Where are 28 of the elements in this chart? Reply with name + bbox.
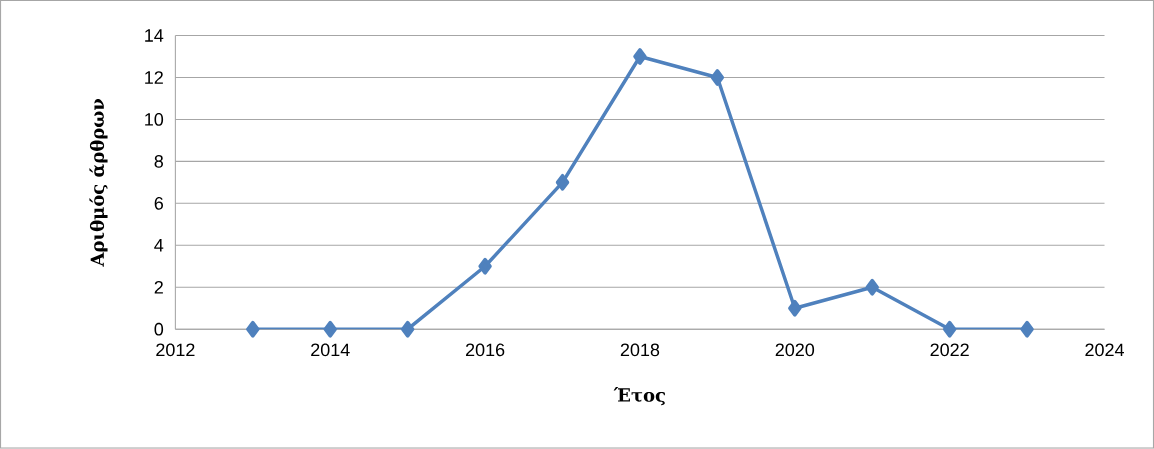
y-tick-label: 14	[145, 29, 164, 42]
y-tick-label: 4	[154, 239, 164, 252]
point	[710, 69, 725, 87]
point	[400, 321, 415, 338]
x-tick-label: 2022	[930, 343, 969, 357]
point	[478, 258, 492, 275]
y-tick-label: 2	[154, 281, 163, 294]
point	[788, 300, 802, 317]
point	[555, 174, 570, 191]
x-tick-label: 2024	[1085, 343, 1124, 357]
point	[865, 279, 879, 296]
point	[633, 48, 647, 66]
point	[246, 321, 260, 338]
y-tick-label: 12	[145, 71, 163, 84]
x-tick-label: 2018	[620, 343, 660, 357]
x-axis-title: Έτος	[613, 387, 665, 406]
x-tick-label: 2016	[465, 343, 505, 357]
y-tick-label: 10	[145, 113, 164, 126]
point	[1020, 321, 1034, 338]
point	[942, 321, 957, 338]
point	[323, 321, 337, 338]
x-tick-label: 2020	[775, 343, 815, 357]
y-axis-title: Αριθμός άρθρων	[89, 99, 108, 267]
y-tick-label: 6	[154, 197, 164, 210]
y-tick-label: 0	[154, 323, 164, 336]
x-tick-label: 2012	[156, 343, 195, 357]
x-tick-label: 2014	[311, 343, 350, 357]
y-tick-label: 8	[154, 155, 164, 168]
